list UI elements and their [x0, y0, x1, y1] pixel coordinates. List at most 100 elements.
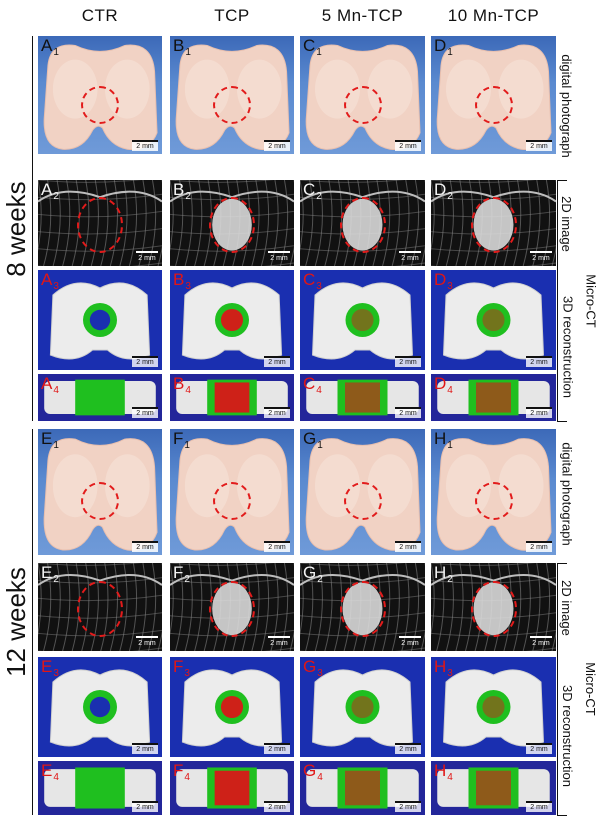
- panel-label: E1: [41, 430, 59, 455]
- scale-bar: 2 mm: [526, 140, 552, 151]
- scale-bar: 2 mm: [526, 407, 552, 418]
- new-bone-region: [345, 303, 380, 337]
- material-region: [345, 770, 380, 806]
- panel-letter: C: [303, 270, 316, 289]
- material-region: [351, 695, 374, 719]
- material-region: [214, 770, 250, 806]
- scale-bar: 2 mm: [136, 636, 158, 648]
- panel-label: G4: [303, 762, 323, 787]
- panel-h4: H4 2 mm: [431, 761, 556, 815]
- panel-subscript: 2: [53, 574, 59, 585]
- panel-letter: H: [434, 657, 447, 676]
- panel-letter: G: [303, 429, 317, 448]
- bracket-tick: [557, 421, 567, 422]
- panel-label: E4: [41, 762, 59, 787]
- defect-circle: [77, 197, 123, 254]
- panel-label: F3: [173, 658, 190, 683]
- panel-label: C4: [303, 375, 322, 400]
- scale-bar: 2 mm: [268, 636, 290, 648]
- panel-subscript: 3: [447, 668, 453, 679]
- material-region: [476, 770, 511, 806]
- panel-image: [49, 282, 151, 360]
- panel-label: B1: [173, 37, 191, 62]
- panel-letter: D: [434, 270, 447, 289]
- panel-subscript: 2: [447, 574, 453, 585]
- panel-letter: F: [173, 761, 184, 780]
- microct-bracket: [557, 180, 558, 421]
- column-header-1: CTR: [81, 6, 119, 25]
- defect-circle: [209, 197, 255, 254]
- panel-subscript: 1: [317, 440, 323, 451]
- panel-image: [181, 282, 283, 360]
- panel-label: A3: [41, 271, 59, 296]
- defect-circle: [77, 580, 123, 637]
- panel-b3: B3 2 mm: [170, 270, 294, 370]
- panel-a3: A3 2 mm: [38, 270, 162, 370]
- defect-circle: [81, 481, 119, 520]
- scale-bar: 2 mm: [395, 356, 421, 367]
- panel-c3: C3 2 mm: [300, 270, 425, 370]
- defect-circle: [213, 481, 251, 520]
- panel-image: [306, 379, 419, 416]
- row-label-image2d: 2D image: [559, 196, 574, 252]
- scale-bar: 2 mm: [264, 140, 290, 151]
- panel-subscript: 1: [447, 47, 453, 58]
- panel-subscript: 3: [317, 668, 323, 679]
- scale-bar: 2 mm: [526, 801, 552, 812]
- panel-subscript: 3: [185, 281, 191, 292]
- panel-subscript: 2: [53, 191, 59, 202]
- scale-bar: 2 mm: [399, 251, 421, 263]
- panel-label: H4: [434, 762, 453, 787]
- panel-label: C1: [303, 37, 322, 62]
- defect-circle: [474, 85, 513, 124]
- defect-circle: [339, 580, 386, 637]
- material-region: [476, 382, 511, 413]
- week-bracket: [32, 429, 33, 815]
- panel-image: [176, 767, 288, 809]
- row-label-microct: Micro-CT: [583, 662, 598, 716]
- panel-letter: G: [303, 761, 317, 780]
- panel-subscript: 2: [184, 574, 190, 585]
- panel-b4: B4 2 mm: [170, 374, 294, 421]
- panel-letter: A: [41, 36, 53, 55]
- panel-label: A4: [41, 375, 59, 400]
- panel-d4: D4 2 mm: [431, 374, 556, 421]
- panel-f3: F3 2 mm: [170, 657, 294, 757]
- scale-bar: 2 mm: [526, 356, 552, 367]
- scale-bar: 2 mm: [132, 801, 158, 812]
- scale-bar: 2 mm: [264, 743, 290, 754]
- scale-bar: 2 mm: [530, 251, 552, 263]
- panel-subscript: 3: [184, 668, 190, 679]
- panel-letter: E: [41, 429, 53, 448]
- panel-subscript: 4: [447, 772, 453, 783]
- panel-letter: H: [434, 429, 447, 448]
- defect-circle: [81, 85, 119, 124]
- row-label-photo: digital photograph: [559, 54, 574, 158]
- panel-image: [49, 669, 151, 747]
- week-bracket: [32, 36, 33, 421]
- panel-subscript: 1: [53, 440, 59, 451]
- panel-subscript: 2: [185, 191, 191, 202]
- panel-subscript: 1: [185, 47, 191, 58]
- scale-bar: 2 mm: [268, 251, 290, 263]
- panel-subscript: 4: [316, 385, 322, 396]
- scale-bar: 2 mm: [399, 636, 421, 648]
- empty-defect: [89, 309, 111, 331]
- material-region: [220, 308, 244, 332]
- panel-h3: H3 2 mm: [431, 657, 556, 757]
- panel-label: F2: [173, 564, 190, 589]
- panel-label: F1: [173, 430, 190, 455]
- panel-letter: H: [434, 761, 447, 780]
- material-region: [482, 695, 505, 719]
- panel-label: E3: [41, 658, 59, 683]
- material-region: [345, 382, 380, 413]
- panel-label: A1: [41, 37, 59, 62]
- defect-circle: [339, 197, 386, 254]
- week-label: 8 weeks: [1, 180, 31, 277]
- scale-bar: 2 mm: [395, 407, 421, 418]
- panel-subscript: 3: [53, 668, 59, 679]
- panel-subscript: 4: [447, 385, 453, 396]
- panel-c4: C4 2 mm: [300, 374, 425, 421]
- panel-g1: G1 2 mm: [300, 429, 425, 555]
- new-bone-region: [476, 303, 511, 337]
